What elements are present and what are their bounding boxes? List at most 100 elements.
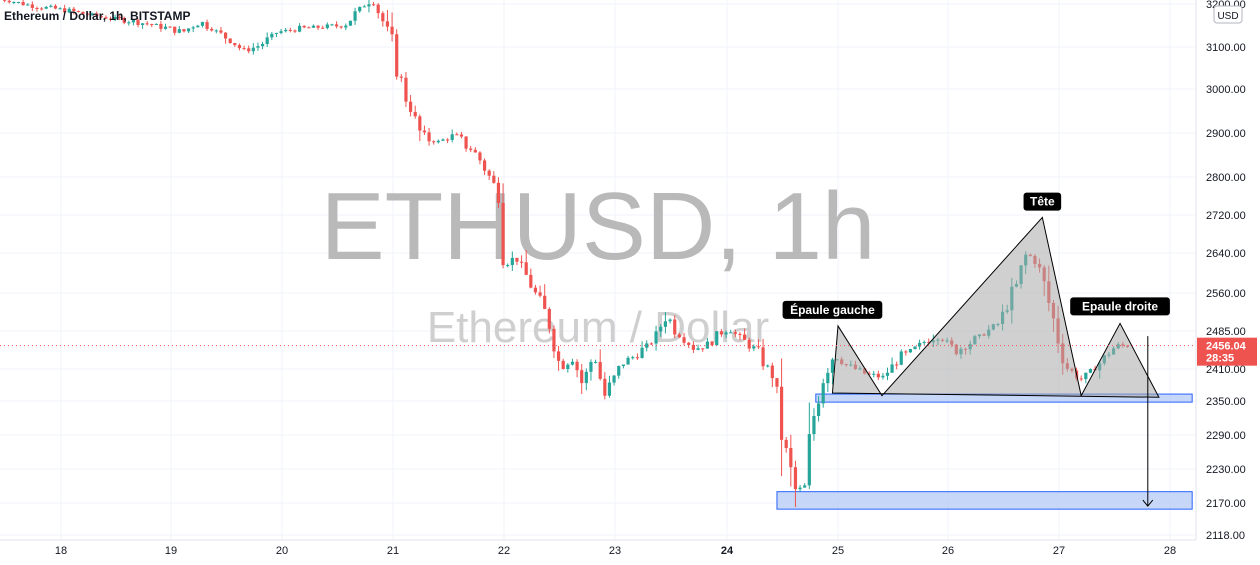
candle-body bbox=[738, 333, 742, 335]
candle-body bbox=[761, 347, 765, 367]
candle-body bbox=[876, 373, 880, 378]
candle-body bbox=[145, 23, 149, 25]
candle-body bbox=[784, 439, 788, 448]
time-tick-label: 19 bbox=[165, 545, 177, 557]
candle-body bbox=[39, 8, 44, 10]
currency-label: USD bbox=[1217, 11, 1238, 22]
time-tick-label: 21 bbox=[387, 545, 399, 557]
candle-body bbox=[742, 334, 747, 340]
candle-body bbox=[385, 21, 390, 27]
countdown-timer: 28:35 bbox=[1206, 353, 1234, 365]
candle-body bbox=[16, 2, 21, 4]
candle-body bbox=[3, 0, 7, 1]
candle-body bbox=[49, 5, 53, 7]
candle-body bbox=[205, 22, 209, 29]
candle-body bbox=[348, 20, 353, 26]
candle-body bbox=[649, 343, 653, 345]
candle-body bbox=[390, 26, 394, 35]
candle-body bbox=[908, 349, 913, 353]
candle-body bbox=[691, 344, 695, 350]
candle-body bbox=[367, 4, 371, 7]
pattern-label-bg bbox=[782, 300, 883, 319]
candle-body bbox=[640, 347, 644, 358]
candle-body bbox=[450, 134, 454, 140]
candle-body bbox=[293, 30, 297, 32]
head-shoulders-pattern[interactable] bbox=[831, 216, 1160, 398]
candle-body bbox=[12, 2, 16, 4]
candle-body bbox=[44, 6, 48, 9]
candle-body bbox=[543, 295, 547, 309]
price-tick-label: 2560.00 bbox=[1206, 288, 1246, 300]
candle-body bbox=[593, 361, 598, 363]
candle-body bbox=[186, 28, 191, 32]
candle-body bbox=[233, 43, 237, 46]
price-tick-label: 3100.00 bbox=[1206, 42, 1246, 54]
candle-body bbox=[247, 48, 251, 52]
candlestick-series bbox=[3, 0, 1130, 507]
candle-body bbox=[607, 382, 612, 396]
candle-body bbox=[371, 4, 376, 6]
time-axis[interactable]: 18 19 20 21 22 23 24 25 26 27 28 bbox=[55, 545, 1176, 557]
candle-body bbox=[274, 32, 279, 34]
candle-body bbox=[53, 5, 58, 9]
candle-body bbox=[381, 13, 385, 22]
candle-body bbox=[696, 348, 700, 350]
candle-body bbox=[131, 20, 136, 23]
pattern-label: Tête bbox=[1023, 192, 1062, 211]
candle-body bbox=[408, 101, 413, 112]
candle-body bbox=[307, 27, 311, 29]
candle-body bbox=[598, 361, 602, 379]
candle-body bbox=[182, 29, 186, 32]
price-tick-label: 2350.00 bbox=[1206, 396, 1246, 408]
candle-body bbox=[473, 149, 477, 153]
candle-body bbox=[118, 17, 122, 19]
candle-body bbox=[867, 373, 871, 375]
candle-body bbox=[724, 332, 728, 335]
candle-body bbox=[113, 17, 117, 20]
candle-body bbox=[404, 77, 408, 102]
candle-body bbox=[506, 265, 510, 267]
candle-body bbox=[895, 364, 899, 366]
price-tick-label: 2485.00 bbox=[1206, 326, 1246, 338]
candle-body bbox=[362, 6, 366, 8]
candle-body bbox=[67, 8, 71, 13]
candle-body bbox=[496, 182, 501, 203]
candle-body bbox=[270, 33, 274, 38]
candle-body bbox=[1079, 378, 1083, 380]
candle-body bbox=[927, 342, 931, 344]
price-axis-bg bbox=[1196, 0, 1260, 540]
price-tick-label: 2720.00 bbox=[1206, 210, 1246, 222]
candle-body bbox=[701, 348, 705, 350]
candle-body bbox=[459, 134, 464, 137]
price-zones[interactable] bbox=[776, 393, 1193, 510]
candle-body bbox=[90, 13, 94, 15]
target-projection-arrow[interactable] bbox=[1142, 336, 1154, 507]
candle-body bbox=[399, 76, 403, 78]
candle-body bbox=[552, 328, 556, 352]
candle-body bbox=[7, 0, 11, 3]
pattern-label: Epaule droite bbox=[1070, 297, 1170, 316]
candle-body bbox=[789, 447, 793, 468]
candle-body bbox=[279, 31, 283, 33]
candle-body bbox=[413, 111, 417, 117]
candle-body bbox=[492, 175, 496, 183]
candle-body bbox=[654, 331, 658, 344]
candle-body bbox=[223, 32, 228, 39]
pattern-shape bbox=[831, 216, 1160, 398]
candle-body bbox=[621, 364, 625, 367]
candle-body bbox=[913, 346, 917, 350]
currency-button[interactable]: USD bbox=[1213, 5, 1243, 24]
candle-body bbox=[752, 346, 756, 349]
candle-body bbox=[150, 24, 154, 26]
candle-body bbox=[885, 372, 890, 376]
pattern-label-bg bbox=[1023, 192, 1062, 211]
candle-body bbox=[173, 26, 177, 33]
candle-body bbox=[251, 47, 255, 52]
chart-header: Ethereum / Dollar, 1h, BITSTAMP bbox=[4, 9, 190, 23]
candle-body bbox=[219, 30, 223, 33]
candle-body bbox=[890, 364, 894, 373]
pattern-labels[interactable]: Épaule gauche Tête Epaule droite bbox=[782, 192, 1170, 319]
candle-body bbox=[519, 261, 524, 263]
candle-body bbox=[524, 262, 528, 275]
